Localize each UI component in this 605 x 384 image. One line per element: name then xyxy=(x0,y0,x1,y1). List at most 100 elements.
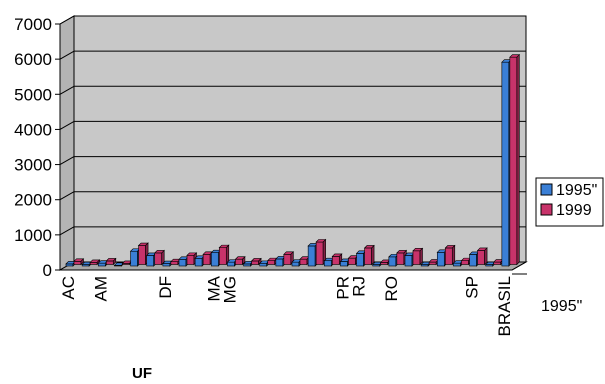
x-tick-label: AC xyxy=(59,276,78,300)
bar-front xyxy=(461,260,469,265)
side-wall xyxy=(59,15,75,271)
x-tick-label: SP xyxy=(463,276,482,299)
bar-front xyxy=(283,254,292,265)
bar-front xyxy=(404,255,413,267)
bar xyxy=(476,247,488,266)
gridline-side xyxy=(59,50,75,60)
chart-back-wall xyxy=(59,15,527,271)
bar-front xyxy=(97,262,106,267)
bar-front xyxy=(299,258,308,265)
bar-side xyxy=(80,258,84,266)
bar-front xyxy=(477,250,485,265)
gridline-side xyxy=(59,191,75,201)
y-tick-label: 7000 xyxy=(14,15,52,34)
bar-front xyxy=(315,241,324,265)
bar-front xyxy=(162,263,171,267)
bar-front xyxy=(323,260,332,267)
bar-front xyxy=(259,263,268,267)
bar-front xyxy=(227,261,235,267)
bar-front xyxy=(251,260,259,265)
gridline-side xyxy=(59,156,75,166)
legend-label: 1995" xyxy=(556,182,597,199)
bar-front xyxy=(146,255,155,267)
x-tick-label: MG xyxy=(220,276,239,303)
y-tick-label: 3000 xyxy=(14,156,52,175)
bar-front xyxy=(388,256,397,267)
bar xyxy=(315,238,327,266)
bar-front xyxy=(291,261,300,267)
bar-side xyxy=(516,53,520,266)
legend-label: 1999 xyxy=(556,202,592,219)
x-tick-label: BRASIL xyxy=(495,276,514,336)
bar xyxy=(444,244,456,266)
y-tick-label: 4000 xyxy=(14,120,52,139)
x-tick-label: MA xyxy=(204,275,223,301)
bar-front xyxy=(73,261,82,265)
bar-front xyxy=(356,253,364,267)
legend: 1995" 1999 xyxy=(535,177,604,227)
bar xyxy=(509,53,521,266)
bar-front xyxy=(436,251,445,267)
bar-front xyxy=(396,252,405,265)
bar-side xyxy=(451,244,456,266)
gridline-side xyxy=(59,15,75,25)
bar-side xyxy=(484,247,488,266)
y-tick-label: 6000 xyxy=(14,50,52,69)
bar-front xyxy=(218,247,227,265)
bar-front xyxy=(444,247,453,265)
gridlines xyxy=(59,15,526,271)
bar-front xyxy=(154,252,163,265)
bar-side xyxy=(419,247,423,266)
bar-front xyxy=(178,259,187,267)
bar-front xyxy=(243,263,251,267)
bar-front xyxy=(275,258,284,267)
legend-swatch xyxy=(540,183,553,196)
bar xyxy=(331,253,343,266)
bar-side xyxy=(371,244,375,266)
bar-front xyxy=(364,247,372,265)
x-tick-label: PR xyxy=(333,276,352,300)
bar-front xyxy=(186,255,195,265)
bar-front xyxy=(307,245,316,267)
bar-front xyxy=(210,252,219,267)
y-tick-label: 0 xyxy=(43,261,52,280)
bar-front xyxy=(202,254,211,265)
bar-front xyxy=(235,258,243,265)
bar-front xyxy=(469,254,477,267)
gridline-side xyxy=(59,226,75,236)
bar-front xyxy=(348,257,356,265)
depth-axis-label: 1995" xyxy=(541,298,582,315)
depth-edge xyxy=(511,261,527,271)
gridline-side xyxy=(59,85,75,95)
bar-front xyxy=(105,260,114,265)
bars xyxy=(65,53,521,267)
bar-front xyxy=(428,261,437,265)
bar-front xyxy=(89,262,98,265)
x-tick-label: AM xyxy=(91,276,110,302)
gridline-side xyxy=(59,120,75,130)
bar-front xyxy=(65,263,74,267)
bar-front xyxy=(130,250,138,267)
x-tick-label: DF xyxy=(156,276,175,299)
y-axis-ticks: 0 1000 2000 3000 4000 5000 6000 7000 xyxy=(14,15,60,280)
y-tick-label: 1000 xyxy=(14,226,52,245)
x-tick-label: RJ xyxy=(350,276,369,297)
bar-side xyxy=(242,256,246,266)
bar xyxy=(412,247,424,266)
bar-front xyxy=(331,256,340,265)
plot-wall xyxy=(73,15,527,263)
bar-front xyxy=(380,262,389,265)
y-tick-label: 2000 xyxy=(14,191,52,210)
bar xyxy=(218,244,230,266)
bar-front xyxy=(493,261,502,265)
bar xyxy=(73,258,85,266)
bar-front xyxy=(340,261,348,267)
bar-side xyxy=(112,257,117,266)
bar-front xyxy=(509,56,518,265)
bar-front xyxy=(194,257,203,267)
legend-swatch xyxy=(540,203,553,216)
y-tick-label: 5000 xyxy=(14,85,52,104)
bar xyxy=(234,256,246,266)
